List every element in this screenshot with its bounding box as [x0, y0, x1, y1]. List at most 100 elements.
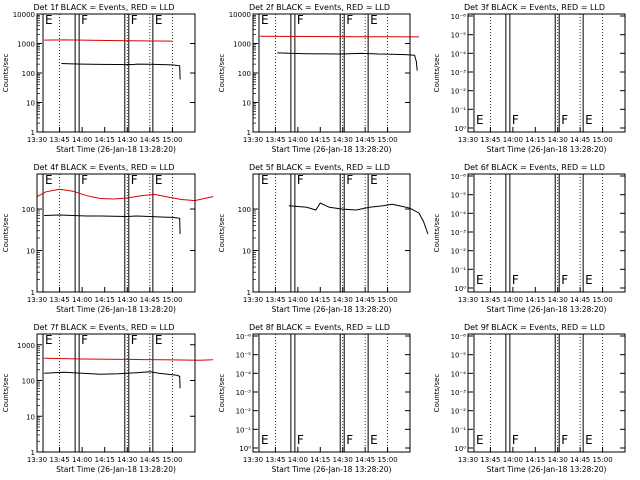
x-tick-label: 14:15 [310, 456, 330, 464]
y-tick-label: 10⁻¹ [451, 426, 467, 434]
series-line-events [277, 52, 418, 71]
detector-panel-5: Det 5f BLACK = Events, RED = LLD 1 10 100 Co… [218, 163, 429, 314]
event-marker-label: F [81, 173, 88, 187]
event-marker-label: F [81, 13, 88, 27]
panel-title: Det 7f BLACK = Events, RED = LLD [33, 323, 174, 332]
series-line-lld [44, 39, 173, 42]
x-tick-label: 15:00 [592, 296, 612, 304]
x-tick-label: 14:30 [333, 456, 353, 464]
event-marker-label: E [155, 173, 163, 187]
y-tick-label: 10⁻³ [451, 69, 467, 77]
x-tick-label: 14:00 [72, 456, 92, 464]
x-tick-label: 14:45 [570, 296, 590, 304]
y-tick-label: 10⁻² [236, 408, 252, 416]
x-tick-label: 13:30 [243, 136, 263, 144]
panel-title: Det 9f BLACK = Events, RED = LLD [464, 323, 605, 332]
y-tick-label: 10⁻² [451, 248, 467, 256]
event-marker-label: F [346, 13, 353, 27]
x-tick-label: 14:15 [310, 296, 330, 304]
event-marker-label: F [346, 433, 353, 447]
panel-title: Det 8f BLACK = Events, RED = LLD [249, 323, 390, 332]
series-line-lld [44, 357, 214, 361]
event-marker-label: F [346, 173, 353, 187]
event-marker-label: F [512, 113, 519, 127]
x-tick-label: 13:45 [480, 296, 500, 304]
event-marker-label: E [45, 13, 53, 27]
x-tick-label: 14:00 [503, 296, 523, 304]
x-tick-label: 15:00 [592, 456, 612, 464]
series-line-events [61, 63, 181, 80]
x-tick-label: 15:00 [162, 456, 182, 464]
y-axis-label: Counts/sec [2, 374, 10, 413]
event-marker-label: E [370, 433, 378, 447]
x-tick-label: 13:30 [27, 456, 47, 464]
y-tick-label: 10⁻² [451, 88, 467, 96]
x-tick-label: 15:00 [162, 136, 182, 144]
event-marker-label: E [370, 173, 378, 187]
x-tick-label: 14:45 [140, 456, 160, 464]
x-tick-label: 14:30 [117, 296, 137, 304]
event-marker-label: F [81, 333, 88, 347]
plot-frame [252, 333, 411, 453]
x-tick-label: 14:00 [503, 136, 523, 144]
y-tick-label: 100 [238, 206, 251, 214]
x-tick-label: 15:00 [377, 456, 397, 464]
y-tick-label: 10 [242, 100, 251, 108]
y-tick-label: 10⁰ [454, 445, 466, 453]
x-tick-label: 14:00 [72, 136, 92, 144]
y-tick-label: 10⁻⁴ [451, 370, 467, 378]
y-axis-label: Counts/sec [2, 54, 10, 93]
x-tick-label: 15:00 [377, 296, 397, 304]
x-tick-label: 14:15 [310, 136, 330, 144]
x-axis-label: Start Time (26-Jan-18 13:28:20) [487, 465, 607, 474]
y-tick-label: 10000 [13, 11, 35, 19]
panel-title: Det 5f BLACK = Events, RED = LLD [249, 163, 390, 172]
event-marker-label: E [45, 173, 53, 187]
y-axis-label: Counts/sec [218, 374, 226, 413]
y-tick-label: 10⁻⁶ [451, 13, 467, 21]
x-tick-label: 14:45 [570, 456, 590, 464]
x-axis-label: Start Time (26-Jan-18 13:28:20) [487, 305, 607, 314]
y-tick-label: 10⁻⁶ [451, 173, 467, 181]
x-tick-label: 14:00 [503, 456, 523, 464]
detector-panel-8: Det 8f BLACK = Events, RED = LLD 10⁰ 10⁻¹ 1… [218, 323, 411, 474]
y-tick-label: 1000 [17, 342, 35, 350]
x-tick-label: 14:45 [355, 456, 375, 464]
x-tick-label: 13:45 [49, 136, 69, 144]
detector-panel-6: Det 6f BLACK = Events, RED = LLD 10⁰ 10⁻¹ 1… [433, 163, 626, 314]
y-axis-label: Counts/sec [2, 214, 10, 253]
y-tick-label: 10 [26, 248, 35, 256]
x-tick-label: 13:45 [265, 296, 285, 304]
detector-panel-2: Det 2f BLACK = Events, RED = LLD 1 10 100 10… [218, 3, 419, 154]
x-tick-label: 14:00 [288, 456, 308, 464]
y-tick-label: 10⁻⁶ [236, 333, 252, 341]
x-tick-label: 15:00 [162, 296, 182, 304]
event-marker-label: F [131, 333, 138, 347]
y-tick-label: 100 [22, 70, 35, 78]
y-tick-label: 100 [22, 206, 35, 214]
event-marker-label: E [585, 113, 593, 127]
y-tick-label: 10⁻⁴ [236, 370, 252, 378]
event-marker-label: F [561, 273, 568, 287]
y-tick-label: 1000 [17, 41, 35, 49]
event-marker-label: F [297, 173, 304, 187]
x-tick-label: 14:30 [548, 136, 568, 144]
plot-frame [252, 173, 411, 293]
y-tick-label: 10⁻⁵ [451, 192, 467, 200]
x-tick-label: 14:30 [548, 456, 568, 464]
y-tick-label: 10⁻⁴ [451, 50, 467, 58]
plot-frame [467, 333, 626, 453]
x-axis-label: Start Time (26-Jan-18 13:28:20) [56, 305, 176, 314]
x-tick-label: 14:45 [140, 136, 160, 144]
x-axis-label: Start Time (26-Jan-18 13:28:20) [272, 465, 392, 474]
event-marker-label: F [297, 433, 304, 447]
x-tick-label: 14:00 [72, 296, 92, 304]
x-tick-label: 13:45 [265, 456, 285, 464]
y-tick-label: 10⁻³ [451, 229, 467, 237]
x-tick-label: 14:30 [333, 296, 353, 304]
x-tick-label: 13:30 [243, 296, 263, 304]
x-tick-label: 13:30 [243, 456, 263, 464]
y-tick-label: 10⁻³ [451, 389, 467, 397]
series-line-events [44, 371, 181, 389]
y-tick-label: 10⁰ [454, 125, 466, 133]
